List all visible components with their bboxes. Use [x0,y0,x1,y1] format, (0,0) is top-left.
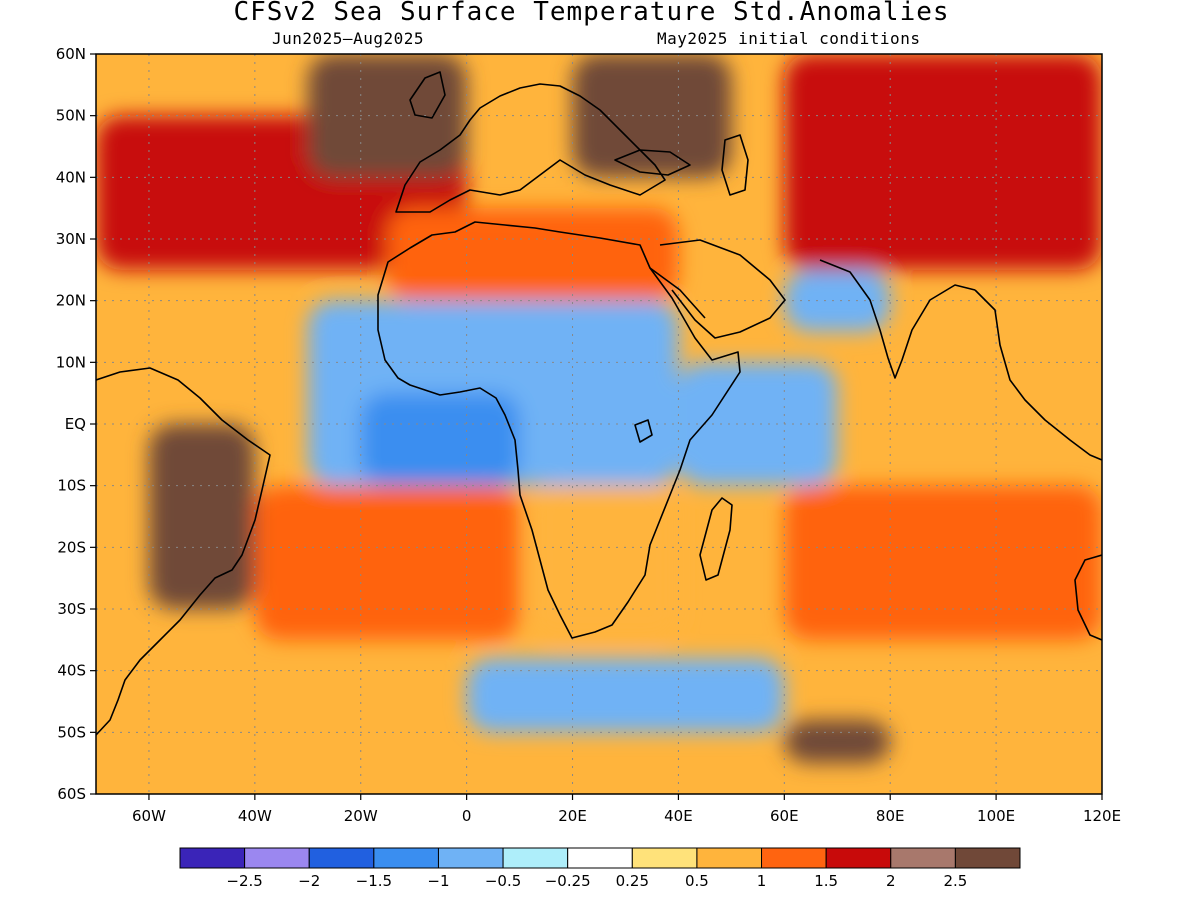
lat-tick-label: 50S [57,723,86,741]
colorbar-swatch [373,847,439,869]
lon-tick-label: 120E [1083,807,1121,825]
africa-coastline [377,221,741,639]
region-south-atlantic-warm [254,485,520,640]
british-isles-coastline [409,71,446,119]
southeast-asia-coastline [974,289,1102,461]
region-south-america-brown [148,424,255,609]
lon-tick-label: 80E [876,807,905,825]
lat-tick-label: 30S [57,600,86,618]
initial-conditions-subtitle: May2025 initial conditions [657,29,921,48]
colorbar-label: −2 [298,872,320,890]
season-subtitle: Jun2025–Aug2025 [272,29,424,48]
colorbar-label: −0.5 [485,872,521,890]
region-southern-africa-warm [530,485,679,640]
lake-victoria-coastline [634,419,653,443]
lat-tick-label: 20S [57,538,86,556]
australia-coastline [1074,554,1102,641]
lat-tick-label: 40S [57,662,86,680]
colorbar-swatch [567,847,633,869]
colorbar: −2.5 −2 −1.5 −1 −0.5 −0.25 0.25 0.5 1 1.5 2 2.5 [179,847,1021,890]
europe-coastline [395,83,666,213]
colorbar-swatch [696,847,763,869]
region-indian-ocean-cool [678,362,838,486]
map-title: CFSv2 Sea Surface Temperature Std.Anomal… [233,0,950,27]
region-europe-brown [307,54,467,178]
colorbar-label: 0.25 [616,872,649,890]
region-west-africa-cool-core [360,393,520,486]
madagascar-coastline [699,497,733,581]
region-indian-ocean-warm [784,485,1102,640]
lon-tick-label: 20W [344,807,378,825]
south-america-coastline [96,367,271,736]
colorbar-swatch [761,847,827,869]
lat-tick-label: 20N [56,292,86,310]
colorbar-label: −2.5 [226,872,262,890]
lat-tick-label: 10S [57,477,86,495]
lat-tick-label: 50N [56,107,86,125]
colorbar-label: 1 [757,872,767,890]
lon-tick-label: 20E [558,807,587,825]
red-sea-coastline [649,267,706,319]
latitude-axis: 60N 50N 40N 30N 20N 10N EQ 10S 20S 30S 40S 50S 60S [56,45,96,803]
colorbar-swatch [890,847,956,869]
region-southern-ocean-brown [784,720,891,764]
map-gridlines [96,54,1102,794]
colorbar-swatch [631,847,698,869]
colorbar-swatch [308,847,375,869]
lat-tick-label: 10N [56,353,86,371]
lat-tick-label: EQ [65,415,86,433]
lon-tick-label: 40E [664,807,693,825]
lon-tick-label: 40W [238,807,272,825]
colorbar-label: −1.5 [356,872,392,890]
region-arabian-sea-cool [784,269,891,332]
lat-tick-label: 30N [56,230,86,248]
arabia-coastline [659,239,786,339]
black-sea-coastline [614,149,691,176]
colorbar-label: 2 [886,872,896,890]
region-north-africa-warm [387,208,679,301]
longitude-axis: 60W 40W 20W 0 20E 40E 60E 80E 100E 120E [132,794,1121,825]
region-eastern-europe-brown [572,54,732,178]
lon-tick-label: 60W [132,807,166,825]
colorbar-label: −1 [427,872,449,890]
lat-tick-label: 40N [56,168,86,186]
lat-tick-label: 60S [57,785,86,803]
colorbar-label: −0.25 [545,872,591,890]
india-coastline [819,259,976,379]
colorbar-swatch [502,847,569,869]
region-southern-ocean-cool [466,658,785,733]
region-asia-warm [784,54,1102,270]
colorbar-swatch [179,847,246,869]
lon-tick-label: 100E [977,807,1015,825]
lat-tick-label: 60N [56,45,86,63]
anomaly-field [96,54,1102,764]
colorbar-swatch [437,847,504,869]
colorbar-label: 1.5 [814,872,838,890]
coastlines [96,71,1102,736]
colorbar-swatch [954,847,1021,869]
colorbar-label: 2.5 [943,872,967,890]
lon-tick-label: 0 [462,807,472,825]
caspian-sea-coastline [721,134,749,196]
colorbar-label: 0.5 [685,872,709,890]
colorbar-swatch [825,847,892,869]
colorbar-swatch [244,847,310,869]
lon-tick-label: 60E [770,807,799,825]
